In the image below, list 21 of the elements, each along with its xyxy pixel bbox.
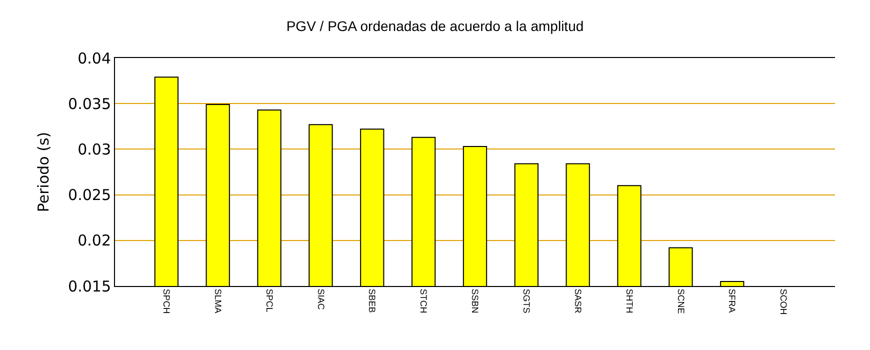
x-tick-label: SCNE — [676, 288, 686, 314]
x-tick-label: SPCL — [264, 288, 274, 312]
y-axis-title: Periodo (s) — [34, 132, 52, 212]
y-tick-label: 0.035 — [68, 94, 111, 113]
x-tick-label: STCH — [418, 288, 429, 314]
y-tick-label: 0.025 — [68, 186, 111, 204]
y-tick-label: 0.03 — [78, 140, 111, 158]
y-tick-label: 0.04 — [78, 49, 111, 68]
x-tick-label: SCOH — [778, 288, 789, 315]
y-tick-label: 0.02 — [78, 232, 111, 250]
x-tick-label: SGTS — [522, 288, 532, 314]
x-tick-label: SHTH — [624, 288, 634, 314]
x-tick-label: SFRA — [727, 288, 738, 313]
x-tick-label: SLMA — [212, 288, 223, 314]
x-tick-label: SPCH — [162, 288, 172, 314]
x-tick-label: SIAC — [316, 288, 326, 310]
x-tick-label: SSBN — [470, 288, 480, 314]
y-tick-label: 0.015 — [68, 277, 111, 296]
x-tick-label: SASR — [572, 288, 583, 314]
x-tick-label: SBEB — [367, 288, 378, 313]
chart-title: PGV / PGA ordenadas de acuerdo a la amplitud — [286, 18, 584, 34]
